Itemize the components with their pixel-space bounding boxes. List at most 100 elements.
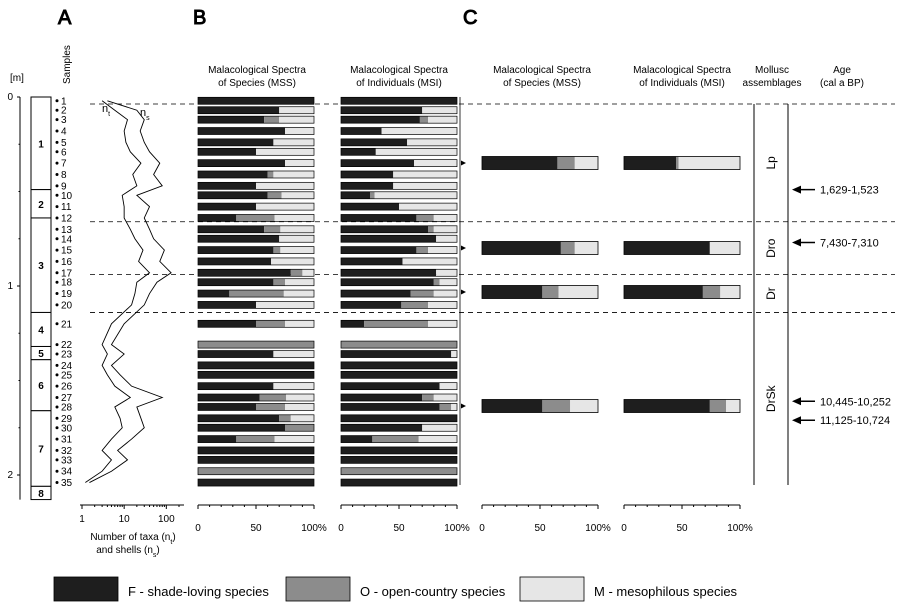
sample-label-20: 20 — [61, 300, 73, 311]
taxa-xlabel-end2: ) — [156, 545, 159, 556]
bar-15-F — [341, 246, 417, 254]
bar-16-F — [198, 257, 272, 265]
bar-outline-7 — [197, 159, 315, 167]
series-label-nt-sub: t — [108, 111, 110, 118]
assem-bar-Dr-O — [702, 285, 721, 299]
sample-label-3: 3 — [61, 115, 67, 126]
bar-27-F — [341, 394, 423, 402]
bar-outline-13 — [340, 225, 458, 234]
sample-label-19: 19 — [61, 289, 73, 300]
sample-dot-35 — [55, 481, 59, 485]
bar-29-M — [290, 414, 314, 422]
age-label-1: 7,430-7,310 — [820, 238, 879, 250]
bar-outline-16 — [197, 257, 315, 266]
bar-1-F — [198, 97, 314, 105]
assem-bar-outline-Dro — [623, 241, 741, 255]
bar-26-F — [198, 382, 274, 390]
sample-label-34: 34 — [61, 467, 73, 478]
bar-20-F — [198, 301, 256, 309]
sample-dot-10 — [55, 193, 59, 197]
bar-15-O — [273, 246, 281, 254]
sample-label-30: 30 — [61, 423, 73, 434]
assem-pointer-3 — [461, 403, 466, 409]
assem-axis-label-1: 50 — [534, 523, 546, 534]
samples-label: Samples — [62, 45, 73, 84]
bar-outline-8 — [340, 170, 458, 179]
assem-bar-Dro-M — [709, 241, 740, 255]
bar-7-M — [414, 159, 457, 167]
bar-20-M — [256, 301, 314, 309]
bar-outline-24 — [197, 361, 315, 370]
bar-outline-3 — [197, 115, 315, 124]
bar-outline-2 — [340, 106, 458, 115]
bar-26-F — [341, 382, 440, 390]
bar-30-F — [198, 424, 285, 432]
header-age-line2: (cal a BP) — [820, 78, 864, 89]
bar-2-M — [279, 106, 314, 114]
bar-10-M — [374, 191, 457, 199]
bar-12-F — [341, 214, 417, 222]
assem-bar-outline-DrSk — [623, 399, 741, 413]
bar-4-M — [285, 127, 314, 135]
taxa-xlabel-end1: ) — [172, 532, 175, 543]
bar-21-F — [341, 320, 365, 328]
bar-21-M — [285, 320, 314, 328]
bar-outline-6 — [340, 147, 458, 156]
sample-dot-18 — [55, 280, 59, 284]
bar-34-O — [341, 467, 457, 475]
sample-label-29: 29 — [61, 414, 73, 425]
bar-27-O — [422, 394, 434, 402]
assem-bar-Dr-F — [624, 285, 703, 299]
assem-bar-DrSk-O — [709, 399, 727, 413]
bar-outline-22 — [340, 340, 458, 349]
bar-22-O — [341, 341, 457, 349]
sample-dot-9 — [55, 184, 59, 188]
sample-label-17: 17 — [61, 268, 73, 279]
mss-assemblage-bars: 0 50 100% — [461, 156, 611, 534]
bar-18-F — [341, 278, 434, 286]
bar-outline-2 — [197, 106, 315, 115]
bar-27-F — [198, 394, 260, 402]
bar-18-M — [285, 278, 314, 286]
bar-12-O — [236, 214, 275, 222]
bar-31-F — [341, 435, 373, 443]
bar-outline-1 — [340, 96, 458, 105]
sample-dot-7 — [55, 161, 59, 165]
bar-outline-34 — [340, 467, 458, 476]
sample-dot-26 — [55, 384, 59, 388]
bar-outline-18 — [197, 278, 315, 287]
assem-bar-outline-Dr — [623, 285, 741, 299]
zone-column: 1 2 3 4 5 6 7 8 — [30, 96, 52, 501]
sample-dot-1 — [55, 99, 59, 103]
bar-17-F — [341, 269, 437, 277]
zone-label-7: 7 — [38, 445, 44, 456]
assem-pointer-0 — [461, 160, 466, 166]
bar-18-O — [273, 278, 285, 286]
bar-31-F — [198, 435, 237, 443]
bar-outline-35 — [197, 478, 315, 487]
sample-dot-31 — [55, 437, 59, 441]
bar-29-F — [198, 414, 280, 422]
bar-28-O — [439, 403, 452, 411]
taxa-shell-line-chart: 1 10 100 nt ns — [79, 100, 184, 525]
bar-outline-3 — [340, 115, 458, 124]
sample-label-2: 2 — [61, 106, 67, 117]
bar-11-M — [256, 203, 314, 211]
bar-19-M — [433, 290, 457, 298]
bar-outline-30 — [340, 423, 458, 432]
assem-bar-outline-DrSk — [481, 399, 599, 413]
bar-axis-label-0: 0 — [338, 523, 344, 534]
bar-outline-34 — [197, 467, 315, 476]
bar-13-O — [428, 225, 434, 233]
bar-12-M — [274, 214, 314, 222]
mss-sample-bars: 0 50 100% — [195, 96, 327, 534]
bar-outline-20 — [197, 301, 315, 309]
bar-outline-33 — [340, 456, 458, 464]
sample-label-25: 25 — [61, 370, 73, 381]
bar-17-M — [302, 269, 314, 277]
bar-33-F — [341, 456, 457, 464]
bar-19-F — [341, 290, 411, 298]
bar-15-O — [416, 246, 428, 254]
legend-label-2: M - mesophilous species — [594, 584, 738, 599]
bar-8-F — [198, 170, 268, 178]
